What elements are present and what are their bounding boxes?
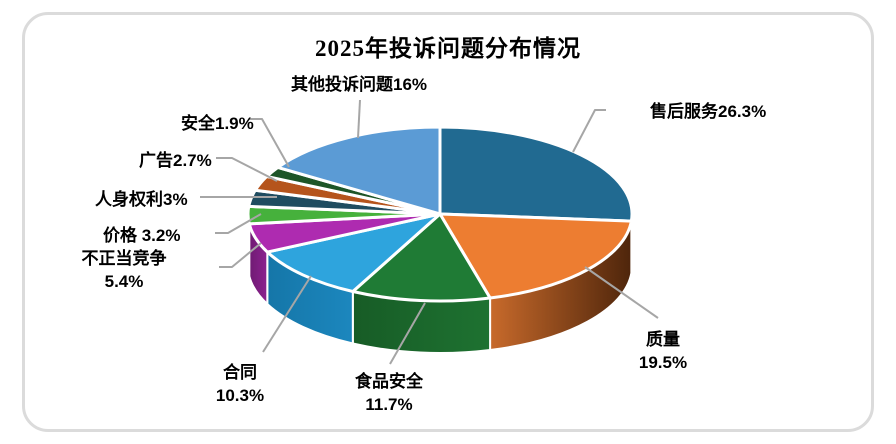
label-safety: 安全1.9% <box>181 114 254 133</box>
label-other-complaints: 其他投诉问题16% <box>291 75 428 94</box>
label-personal-rights: 人身权利3% <box>95 190 188 209</box>
label-price: 价格 3.2% <box>103 226 181 245</box>
leader-lines <box>200 99 659 365</box>
leader-line-quality <box>584 266 659 319</box>
leader-line-unfair-competition <box>219 242 262 268</box>
chart-title: 2025年投诉问题分布情况 <box>315 36 581 61</box>
label-contract: 合同 10.3% <box>215 363 265 405</box>
leader-line-contract <box>262 275 312 353</box>
leader-line-price <box>215 213 262 234</box>
leader-line-after-sales-service <box>572 109 606 153</box>
leader-line-other-complaints <box>357 99 361 139</box>
leader-line-safety <box>249 118 290 168</box>
leader-line-food-safety <box>389 302 426 365</box>
label-unfair-competition: 不正当竞争 5.4% <box>81 249 167 291</box>
label-quality: 质量 19.5% <box>638 330 688 372</box>
label-food-safety: 食品安全 11.7% <box>355 372 423 414</box>
label-advertising: 广告2.7% <box>139 151 212 170</box>
leader-line-advertising <box>216 157 278 182</box>
pie-top-faces <box>246 125 634 303</box>
label-after-sales-service: 售后服务26.3% <box>650 102 767 121</box>
